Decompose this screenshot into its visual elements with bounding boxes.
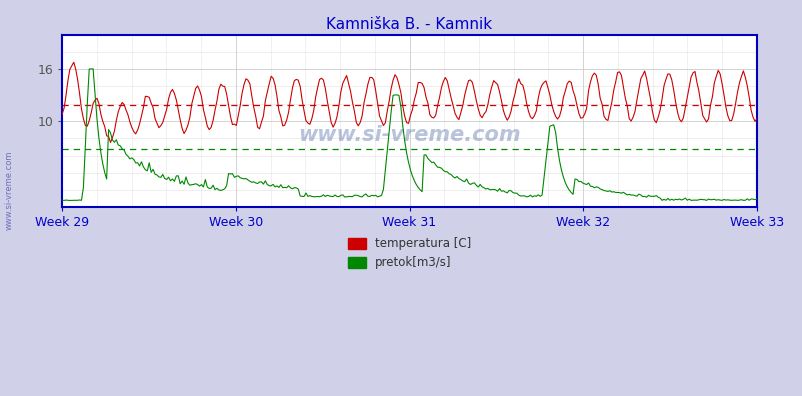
Title: Kamniška B. - Kamnik: Kamniška B. - Kamnik xyxy=(326,17,492,32)
Text: www.si-vreme.com: www.si-vreme.com xyxy=(5,150,14,230)
Legend: temperatura [C], pretok[m3/s]: temperatura [C], pretok[m3/s] xyxy=(342,233,476,274)
Text: www.si-vreme.com: www.si-vreme.com xyxy=(298,125,520,145)
